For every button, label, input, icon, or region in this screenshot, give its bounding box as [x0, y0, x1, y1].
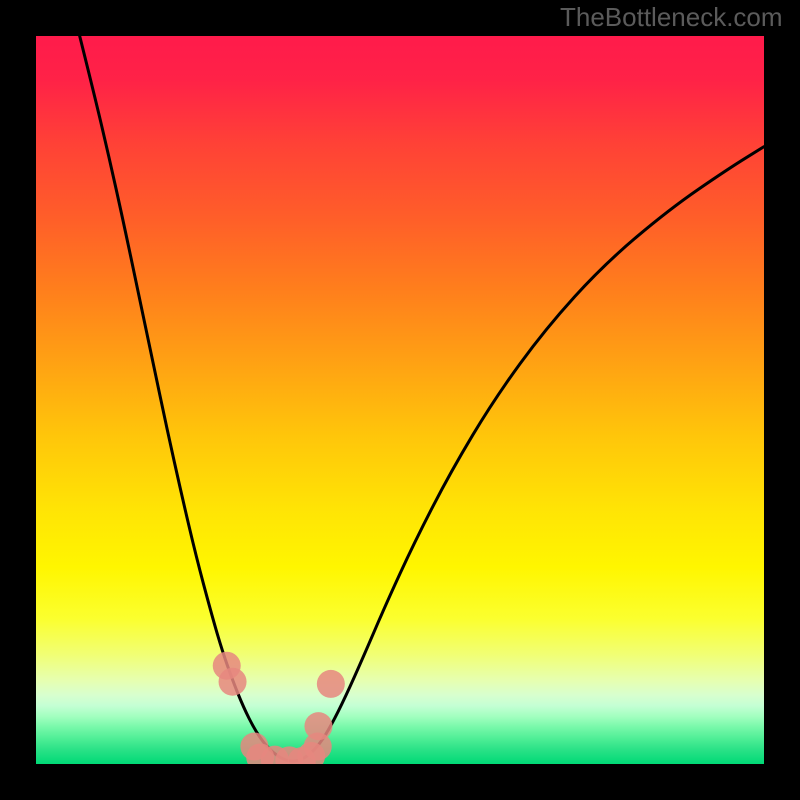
plot-area [36, 36, 764, 764]
chart-stage: TheBottleneck.com [0, 0, 800, 800]
curve-markers [36, 36, 764, 764]
watermark-text: TheBottleneck.com [560, 2, 783, 33]
